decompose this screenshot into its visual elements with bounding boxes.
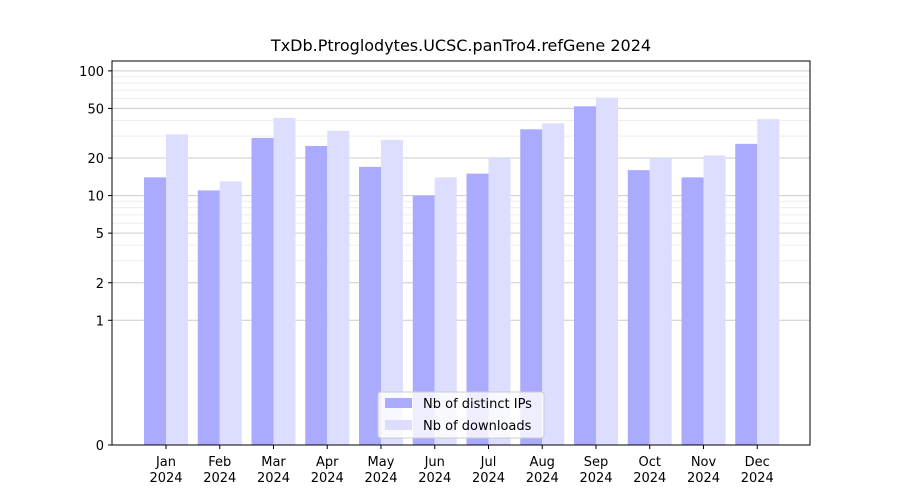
y-tick-label: 2 bbox=[96, 277, 104, 292]
x-tick-label-month: Feb bbox=[208, 455, 231, 470]
bar-downloads bbox=[542, 123, 565, 446]
y-tick-label: 20 bbox=[87, 152, 104, 167]
x-tick-label-month: Apr bbox=[316, 455, 339, 470]
x-tick-label-month: Aug bbox=[530, 455, 555, 470]
x-tick-label-month: Jul bbox=[480, 455, 497, 470]
x-tick-label-year: 2024 bbox=[687, 471, 720, 486]
bars bbox=[144, 97, 780, 446]
bar-distinct-ips bbox=[681, 177, 704, 445]
y-tick-label: 5 bbox=[96, 227, 104, 242]
x-tick-label-month: Oct bbox=[639, 455, 661, 470]
x-tick-label-year: 2024 bbox=[741, 471, 774, 486]
bar-distinct-ips bbox=[412, 195, 435, 445]
bar-distinct-ips bbox=[197, 190, 220, 445]
x-tick-label-year: 2024 bbox=[257, 471, 290, 486]
legend-box bbox=[377, 391, 545, 439]
y-tick-label: 1 bbox=[96, 314, 104, 329]
legend-label-distinct-ips: Nb of distinct IPs bbox=[423, 397, 532, 412]
bar-downloads bbox=[649, 158, 672, 445]
bar-distinct-ips bbox=[305, 145, 328, 446]
x-tick-label-year: 2024 bbox=[364, 471, 397, 486]
bar-distinct-ips bbox=[466, 173, 489, 445]
x-tick-label-month: Sep bbox=[584, 455, 609, 470]
bar-downloads bbox=[703, 155, 726, 445]
bar-distinct-ips bbox=[359, 166, 381, 445]
bar-downloads bbox=[757, 119, 780, 446]
bar-downloads bbox=[488, 158, 511, 445]
bar-distinct-ips bbox=[520, 129, 543, 446]
bar-downloads bbox=[596, 97, 618, 446]
x-tick-label-month: Nov bbox=[691, 455, 717, 470]
x-tick-label-month: Mar bbox=[261, 455, 286, 470]
bar-distinct-ips bbox=[574, 106, 596, 446]
bar-distinct-ips bbox=[251, 137, 274, 446]
x-tick-label-year: 2024 bbox=[418, 471, 451, 486]
x-tick-label-year: 2024 bbox=[472, 471, 505, 486]
bar-downloads bbox=[434, 177, 457, 445]
x-tick-label-year: 2024 bbox=[149, 471, 182, 486]
legend: Nb of distinct IPs Nb of downloads bbox=[377, 391, 545, 439]
y-tick-label: 100 bbox=[79, 65, 104, 80]
legend-swatch-downloads bbox=[385, 420, 412, 430]
x-tick-label-month: May bbox=[368, 455, 395, 470]
y-tick-label: 10 bbox=[87, 190, 104, 205]
bar-distinct-ips bbox=[735, 143, 758, 446]
plot-frame bbox=[111, 60, 811, 446]
y-tick-label: 50 bbox=[87, 102, 104, 117]
y-axis: 0 1 2 5 10 20 50 100 bbox=[79, 65, 112, 454]
x-tick-label-month: Dec bbox=[745, 455, 770, 470]
x-tick-label-year: 2024 bbox=[633, 471, 666, 486]
bar-downloads bbox=[327, 130, 350, 445]
x-tick-label-month: Jun bbox=[424, 455, 445, 470]
bar-distinct-ips bbox=[144, 177, 166, 445]
bar-downloads bbox=[219, 181, 242, 445]
x-tick-label-year: 2024 bbox=[526, 471, 559, 486]
x-axis: Jan2024Feb2024Mar2024Apr2024May2024Jun20… bbox=[149, 445, 774, 486]
x-tick-label-year: 2024 bbox=[203, 471, 236, 486]
chart-title: TxDb.Ptroglodytes.UCSC.panTro4.refGene 2… bbox=[270, 36, 651, 55]
legend-swatch-distinct-ips bbox=[385, 398, 412, 408]
x-tick-label-year: 2024 bbox=[579, 471, 612, 486]
x-tick-label-year: 2024 bbox=[311, 471, 344, 486]
legend-label-downloads: Nb of downloads bbox=[423, 419, 532, 434]
bar-distinct-ips bbox=[627, 170, 650, 445]
bar-downloads bbox=[273, 117, 296, 445]
x-tick-label-month: Jan bbox=[155, 455, 176, 470]
bar-downloads bbox=[166, 134, 188, 445]
bar-downloads bbox=[381, 139, 403, 445]
y-tick-label: 0 bbox=[96, 439, 104, 454]
